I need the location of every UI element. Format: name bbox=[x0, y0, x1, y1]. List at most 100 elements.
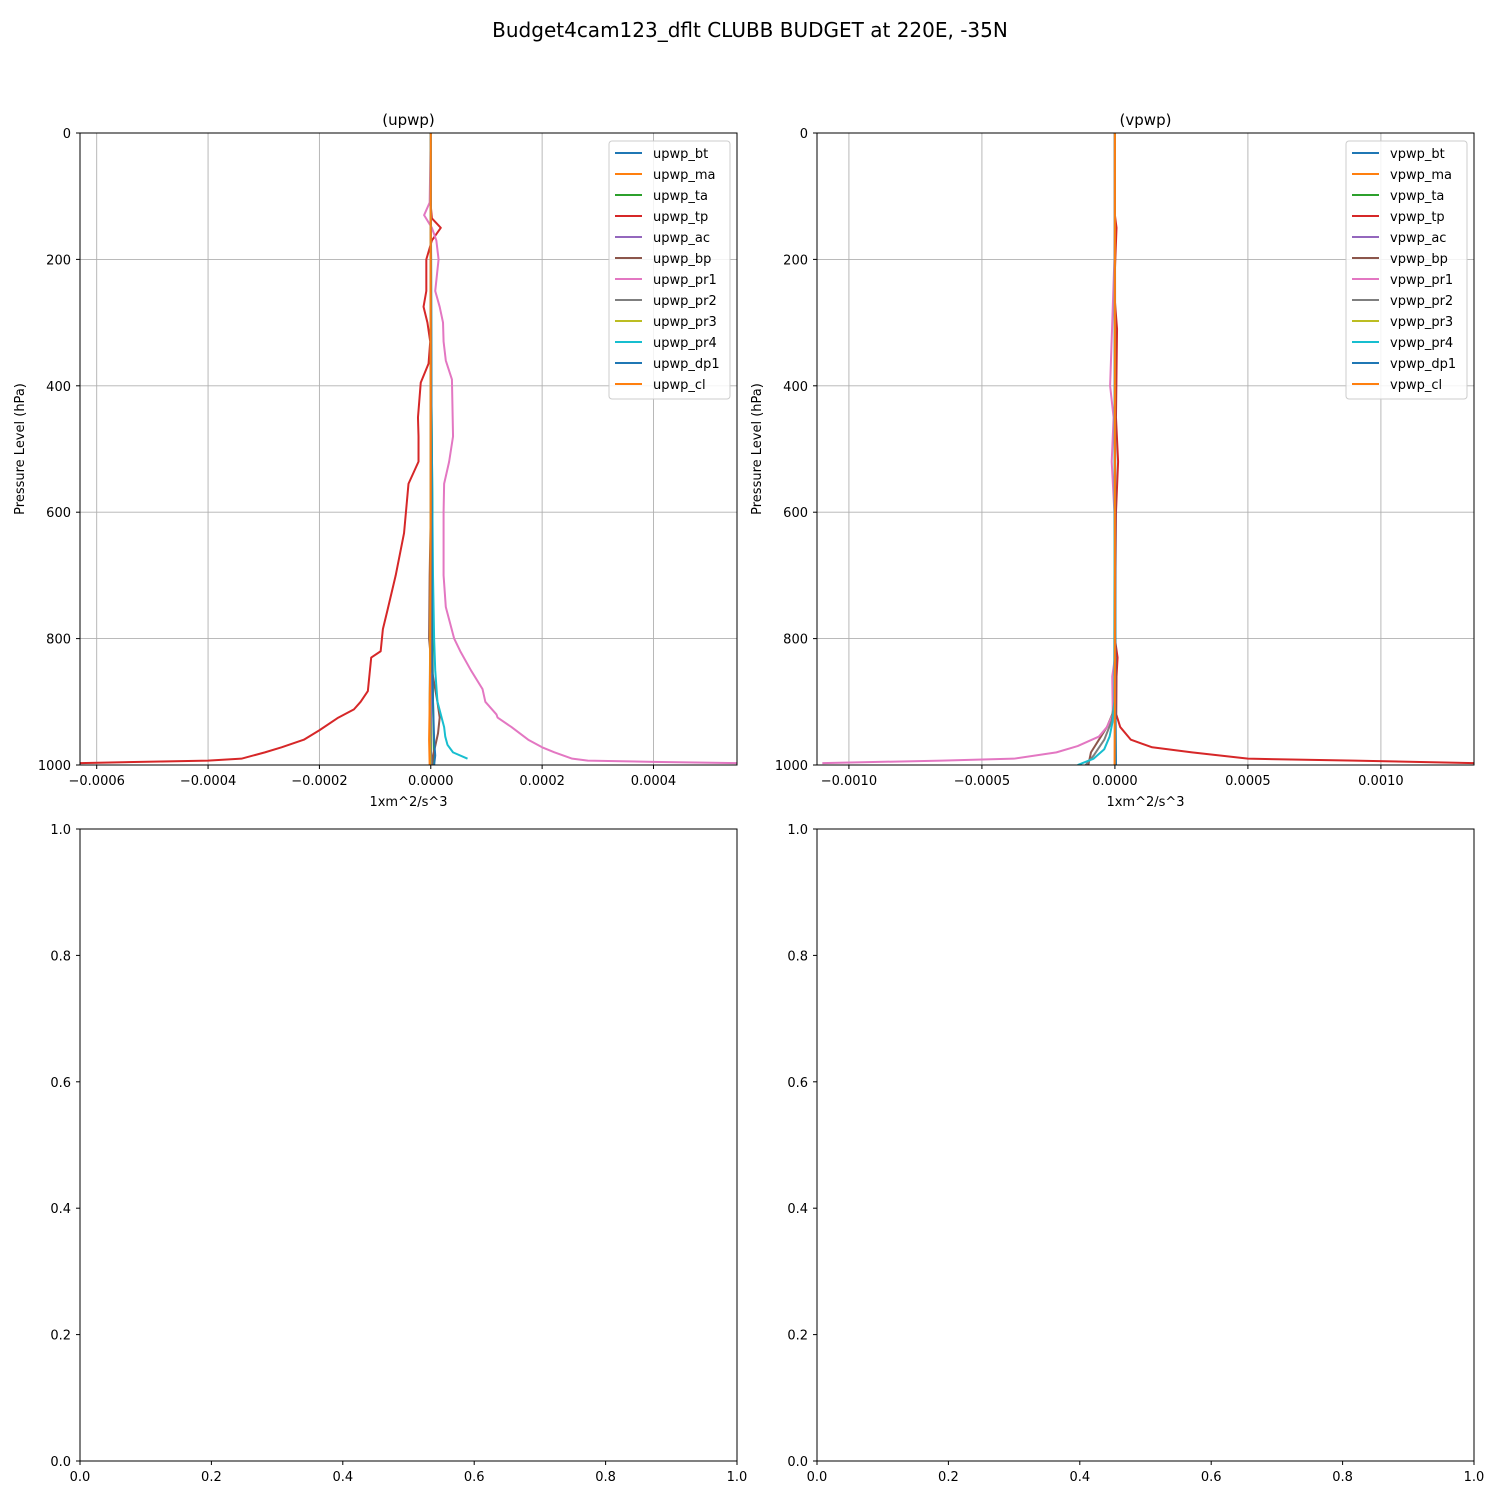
series-line-vpwp-pr4 bbox=[1077, 133, 1116, 765]
legend-label: upwp_pr2 bbox=[653, 294, 717, 309]
legend-label: upwp_tp bbox=[653, 210, 708, 225]
legend-label: upwp_pr4 bbox=[653, 336, 717, 351]
legend-label: upwp_ma bbox=[653, 168, 716, 183]
series-line-upwp-pr4 bbox=[429, 133, 468, 760]
y-tick-label: 600 bbox=[46, 506, 71, 521]
legend-entry: upwp_ta bbox=[615, 189, 708, 204]
x-tick-label: 0.0000 bbox=[408, 774, 454, 789]
legend-label: upwp_pr3 bbox=[653, 315, 717, 330]
y-tick-label: 0.0 bbox=[50, 1455, 71, 1470]
x-tick-label: 1.0 bbox=[1464, 1470, 1485, 1485]
legend-entry: vpwp_pr3 bbox=[1352, 315, 1453, 330]
x-tick-label: 0.0 bbox=[70, 1470, 91, 1485]
x-tick-label: 0.4 bbox=[332, 1470, 353, 1485]
legend-frame bbox=[1345, 140, 1468, 400]
x-tick-label: −0.0002 bbox=[291, 774, 347, 789]
x-tick-label: 0.0004 bbox=[631, 774, 677, 789]
y-tick-label: 0.6 bbox=[787, 1076, 808, 1091]
y-tick-label: 0.6 bbox=[50, 1076, 71, 1091]
y-tick-label: 600 bbox=[783, 506, 808, 521]
y-tick-label: 0.0 bbox=[787, 1455, 808, 1470]
series-line-upwp-tp bbox=[80, 133, 442, 765]
y-tick-label: 0.8 bbox=[50, 949, 71, 964]
legend-label: upwp_dp1 bbox=[653, 357, 720, 372]
series-line-upwp-pr1 bbox=[423, 133, 737, 765]
legend-label: vpwp_pr4 bbox=[1390, 336, 1453, 351]
x-tick-label: −0.0010 bbox=[821, 774, 877, 789]
legend-entry: upwp_tp bbox=[615, 210, 708, 225]
x-axis-label: 1xm^2/s^3 bbox=[1106, 795, 1184, 810]
legend-label: vpwp_dp1 bbox=[1390, 357, 1456, 372]
subplot-3: 0.0 0.2 0.4 0.6 0.8 1.0 0.0 0.2 0.4 0.6 0.8 1.0 bbox=[50, 823, 747, 1485]
x-tick-label: 0.2 bbox=[201, 1470, 222, 1485]
subplot-4: 0.0 0.2 0.4 0.6 0.8 1.0 0.0 0.2 0.4 0.6 0.8 1.0 bbox=[787, 823, 1484, 1485]
legend-entry: vpwp_dp1 bbox=[1352, 357, 1456, 372]
legend-label: vpwp_pr3 bbox=[1390, 315, 1453, 330]
y-tick-label: 1.0 bbox=[787, 823, 808, 838]
x-tick-label: 0.0010 bbox=[1358, 774, 1404, 789]
legend-entry: upwp_dp1 bbox=[615, 357, 720, 372]
axes-container: −0.0006 −0.0004 −0.0002 0.0000 0.0002 0.00040… bbox=[13, 111, 1484, 1485]
x-tick-label: 0.2 bbox=[938, 1470, 959, 1485]
x-tick-label: 0.8 bbox=[595, 1470, 616, 1485]
x-tick-label: 0.6 bbox=[1201, 1470, 1222, 1485]
legend-entry: vpwp_tp bbox=[1352, 210, 1445, 225]
y-tick-label: 200 bbox=[783, 253, 808, 268]
y-axis-label: Pressure Level (hPa) bbox=[13, 383, 28, 515]
subplot-title: (upwp) bbox=[382, 111, 435, 129]
x-tick-label: 0.0000 bbox=[1092, 774, 1138, 789]
legend-label: upwp_pr1 bbox=[653, 273, 717, 288]
series-lines bbox=[80, 133, 737, 765]
y-tick-label: 0.2 bbox=[50, 1329, 71, 1344]
x-tick-label: −0.0006 bbox=[69, 774, 125, 789]
legend-entry: upwp_ac bbox=[615, 231, 710, 246]
legend-label: vpwp_bt bbox=[1390, 147, 1445, 162]
x-axis-label: 1xm^2/s^3 bbox=[369, 795, 447, 810]
legend: upwp_bt upwp_ma upwp_ta upwp_tp upwp_ac upwp_… bbox=[608, 140, 731, 400]
axes-frame bbox=[816, 828, 1475, 1462]
y-tick-label: 1.0 bbox=[50, 823, 71, 838]
axes-frame bbox=[816, 132, 1475, 766]
legend-label: vpwp_ma bbox=[1390, 168, 1452, 183]
subplot-2: −0.0010 −0.0005 0.0000 0.0005 0.0010 0 200 400 6… bbox=[750, 111, 1475, 810]
x-tick-label: 0.6 bbox=[464, 1470, 485, 1485]
y-tick-label: 400 bbox=[46, 380, 71, 395]
x-tick-label: 0.8 bbox=[1332, 1470, 1353, 1485]
legend-label: upwp_ta bbox=[653, 189, 708, 204]
legend-label: vpwp_ac bbox=[1390, 231, 1446, 246]
figure-title: Budget4cam123_dflt CLUBB BUDGET at 220E,… bbox=[492, 18, 1008, 42]
y-tick-label: 0 bbox=[63, 127, 71, 142]
y-tick-label: 1000 bbox=[38, 759, 71, 774]
y-tick-label: 800 bbox=[783, 633, 808, 648]
legend-entry: upwp_ma bbox=[615, 168, 716, 183]
legend-label: vpwp_pr2 bbox=[1390, 294, 1453, 309]
legend-label: vpwp_pr1 bbox=[1390, 273, 1453, 288]
y-tick-label: 0 bbox=[800, 127, 808, 142]
legend-entry: vpwp_bt bbox=[1352, 147, 1445, 162]
legend-entry: vpwp_pr4 bbox=[1352, 336, 1453, 351]
x-tick-label: −0.0004 bbox=[180, 774, 236, 789]
legend-label: upwp_cl bbox=[653, 378, 706, 393]
y-tick-label: 400 bbox=[783, 380, 808, 395]
series-line-vpwp-pr2 bbox=[1084, 133, 1116, 765]
legend-entry: upwp_pr2 bbox=[615, 294, 717, 309]
legend-entry: upwp_pr3 bbox=[615, 315, 717, 330]
legend-entry: upwp_pr1 bbox=[615, 273, 717, 288]
x-tick-label: 0.0005 bbox=[1225, 774, 1271, 789]
legend-entry: upwp_cl bbox=[615, 378, 706, 393]
x-tick-label: −0.0005 bbox=[954, 774, 1010, 789]
legend-frame bbox=[608, 140, 731, 400]
axes-frame bbox=[79, 132, 738, 766]
subplot-1: −0.0006 −0.0004 −0.0002 0.0000 0.0002 0.0004 0… bbox=[13, 111, 738, 810]
legend-label: vpwp_tp bbox=[1390, 210, 1445, 225]
legend: vpwp_bt vpwp_ma vpwp_ta vpwp_tp vpwp_ac vpwp_… bbox=[1345, 140, 1468, 400]
legend-entry: vpwp_pr1 bbox=[1352, 273, 1453, 288]
legend-label: vpwp_cl bbox=[1390, 378, 1442, 393]
y-tick-label: 0.4 bbox=[787, 1202, 808, 1217]
legend-entry: vpwp_cl bbox=[1352, 378, 1442, 393]
subplot-title: (vpwp) bbox=[1120, 111, 1172, 129]
legend-entry: vpwp_ta bbox=[1352, 189, 1444, 204]
x-tick-label: 0.0002 bbox=[519, 774, 565, 789]
y-tick-label: 1000 bbox=[775, 759, 808, 774]
